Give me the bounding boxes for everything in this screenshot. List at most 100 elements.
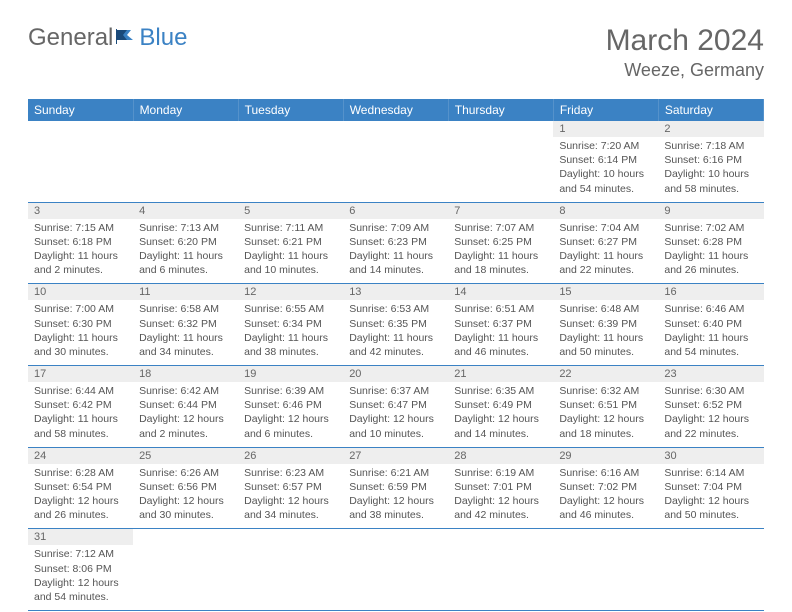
day-cell xyxy=(343,137,448,202)
sunset-line: Sunset: 6:32 PM xyxy=(139,317,232,331)
day-number: 2 xyxy=(658,121,763,137)
day-cell xyxy=(238,137,343,202)
daylight-line: Daylight: 12 hours and 26 minutes. xyxy=(34,494,127,522)
sunrise-line: Sunrise: 6:55 AM xyxy=(244,302,337,316)
daylight-line: Daylight: 12 hours and 34 minutes. xyxy=(244,494,337,522)
day-number: 15 xyxy=(553,284,658,301)
day-number xyxy=(238,121,343,137)
sunrise-line: Sunrise: 6:28 AM xyxy=(34,466,127,480)
day-number xyxy=(28,121,133,137)
sunset-line: Sunset: 6:40 PM xyxy=(664,317,757,331)
day-cell xyxy=(343,545,448,610)
day-number: 21 xyxy=(448,366,553,383)
day-number: 6 xyxy=(343,202,448,219)
day-cell: Sunrise: 7:11 AMSunset: 6:21 PMDaylight:… xyxy=(238,219,343,284)
day-cell xyxy=(28,137,133,202)
day-number: 25 xyxy=(133,447,238,464)
sunrise-line: Sunrise: 7:07 AM xyxy=(454,221,547,235)
sunset-line: Sunset: 7:02 PM xyxy=(559,480,652,494)
page-title: March 2024 xyxy=(606,24,764,58)
daylight-line: Daylight: 12 hours and 18 minutes. xyxy=(559,412,652,440)
daylight-line: Daylight: 11 hours and 42 minutes. xyxy=(349,331,442,359)
day-cell xyxy=(658,545,763,610)
day-number: 13 xyxy=(343,284,448,301)
day-cell xyxy=(238,545,343,610)
sunset-line: Sunset: 6:44 PM xyxy=(139,398,232,412)
sunrise-line: Sunrise: 7:02 AM xyxy=(664,221,757,235)
day-number: 31 xyxy=(28,529,133,546)
day-cell: Sunrise: 6:37 AMSunset: 6:47 PMDaylight:… xyxy=(343,382,448,447)
sunset-line: Sunset: 8:06 PM xyxy=(34,562,127,576)
sunset-line: Sunset: 6:14 PM xyxy=(559,153,652,167)
day-cell: Sunrise: 7:00 AMSunset: 6:30 PMDaylight:… xyxy=(28,300,133,365)
weekday-header: Tuesday xyxy=(238,99,343,121)
sunset-line: Sunset: 7:04 PM xyxy=(664,480,757,494)
day-cell: Sunrise: 6:42 AMSunset: 6:44 PMDaylight:… xyxy=(133,382,238,447)
sunrise-line: Sunrise: 7:11 AM xyxy=(244,221,337,235)
daylight-line: Daylight: 12 hours and 54 minutes. xyxy=(34,576,127,604)
title-block: March 2024 Weeze, Germany xyxy=(606,24,764,81)
sunrise-line: Sunrise: 6:42 AM xyxy=(139,384,232,398)
daylight-line: Daylight: 11 hours and 10 minutes. xyxy=(244,249,337,277)
logo-text-right: Blue xyxy=(139,24,187,52)
daylight-line: Daylight: 11 hours and 54 minutes. xyxy=(664,331,757,359)
daylight-line: Daylight: 11 hours and 22 minutes. xyxy=(559,249,652,277)
sunset-line: Sunset: 6:54 PM xyxy=(34,480,127,494)
day-number: 30 xyxy=(658,447,763,464)
day-cell: Sunrise: 6:14 AMSunset: 7:04 PMDaylight:… xyxy=(658,464,763,529)
daylight-line: Daylight: 12 hours and 22 minutes. xyxy=(664,412,757,440)
sunset-line: Sunset: 6:20 PM xyxy=(139,235,232,249)
daylight-line: Daylight: 10 hours and 54 minutes. xyxy=(559,167,652,195)
sunrise-line: Sunrise: 7:12 AM xyxy=(34,547,127,561)
day-number: 10 xyxy=(28,284,133,301)
flag-icon xyxy=(115,24,137,52)
day-cell: Sunrise: 6:32 AMSunset: 6:51 PMDaylight:… xyxy=(553,382,658,447)
sunset-line: Sunset: 6:25 PM xyxy=(454,235,547,249)
day-cell: Sunrise: 6:55 AMSunset: 6:34 PMDaylight:… xyxy=(238,300,343,365)
day-cell xyxy=(553,545,658,610)
day-number: 23 xyxy=(658,366,763,383)
day-number: 7 xyxy=(448,202,553,219)
sunset-line: Sunset: 6:52 PM xyxy=(664,398,757,412)
day-number: 12 xyxy=(238,284,343,301)
day-number: 1 xyxy=(553,121,658,137)
logo: General Blue xyxy=(28,24,187,52)
day-number: 3 xyxy=(28,202,133,219)
sunset-line: Sunset: 6:57 PM xyxy=(244,480,337,494)
day-cell: Sunrise: 7:15 AMSunset: 6:18 PMDaylight:… xyxy=(28,219,133,284)
daylight-line: Daylight: 12 hours and 14 minutes. xyxy=(454,412,547,440)
day-cell: Sunrise: 6:53 AMSunset: 6:35 PMDaylight:… xyxy=(343,300,448,365)
day-cell: Sunrise: 7:04 AMSunset: 6:27 PMDaylight:… xyxy=(553,219,658,284)
sunrise-line: Sunrise: 7:20 AM xyxy=(559,139,652,153)
day-cell: Sunrise: 7:12 AMSunset: 8:06 PMDaylight:… xyxy=(28,545,133,610)
data-row: Sunrise: 7:15 AMSunset: 6:18 PMDaylight:… xyxy=(28,219,764,284)
day-cell: Sunrise: 7:09 AMSunset: 6:23 PMDaylight:… xyxy=(343,219,448,284)
daynum-row: 17181920212223 xyxy=(28,366,764,383)
data-row: Sunrise: 7:00 AMSunset: 6:30 PMDaylight:… xyxy=(28,300,764,365)
sunrise-line: Sunrise: 6:21 AM xyxy=(349,466,442,480)
day-cell: Sunrise: 6:44 AMSunset: 6:42 PMDaylight:… xyxy=(28,382,133,447)
day-cell xyxy=(448,545,553,610)
day-number: 19 xyxy=(238,366,343,383)
sunrise-line: Sunrise: 6:35 AM xyxy=(454,384,547,398)
daylight-line: Daylight: 11 hours and 50 minutes. xyxy=(559,331,652,359)
day-number xyxy=(238,529,343,546)
data-row: Sunrise: 7:20 AMSunset: 6:14 PMDaylight:… xyxy=(28,137,764,202)
daynum-row: 31 xyxy=(28,529,764,546)
sunrise-line: Sunrise: 6:16 AM xyxy=(559,466,652,480)
daylight-line: Daylight: 11 hours and 30 minutes. xyxy=(34,331,127,359)
day-cell: Sunrise: 6:35 AMSunset: 6:49 PMDaylight:… xyxy=(448,382,553,447)
daylight-line: Daylight: 12 hours and 42 minutes. xyxy=(454,494,547,522)
sunrise-line: Sunrise: 7:18 AM xyxy=(664,139,757,153)
daynum-row: 10111213141516 xyxy=(28,284,764,301)
daynum-row: 12 xyxy=(28,121,764,137)
day-cell: Sunrise: 7:18 AMSunset: 6:16 PMDaylight:… xyxy=(658,137,763,202)
sunset-line: Sunset: 6:56 PM xyxy=(139,480,232,494)
weekday-header: Saturday xyxy=(658,99,763,121)
day-cell xyxy=(448,137,553,202)
sunset-line: Sunset: 6:21 PM xyxy=(244,235,337,249)
data-row: Sunrise: 6:28 AMSunset: 6:54 PMDaylight:… xyxy=(28,464,764,529)
sunrise-line: Sunrise: 7:15 AM xyxy=(34,221,127,235)
day-number: 17 xyxy=(28,366,133,383)
day-cell xyxy=(133,137,238,202)
